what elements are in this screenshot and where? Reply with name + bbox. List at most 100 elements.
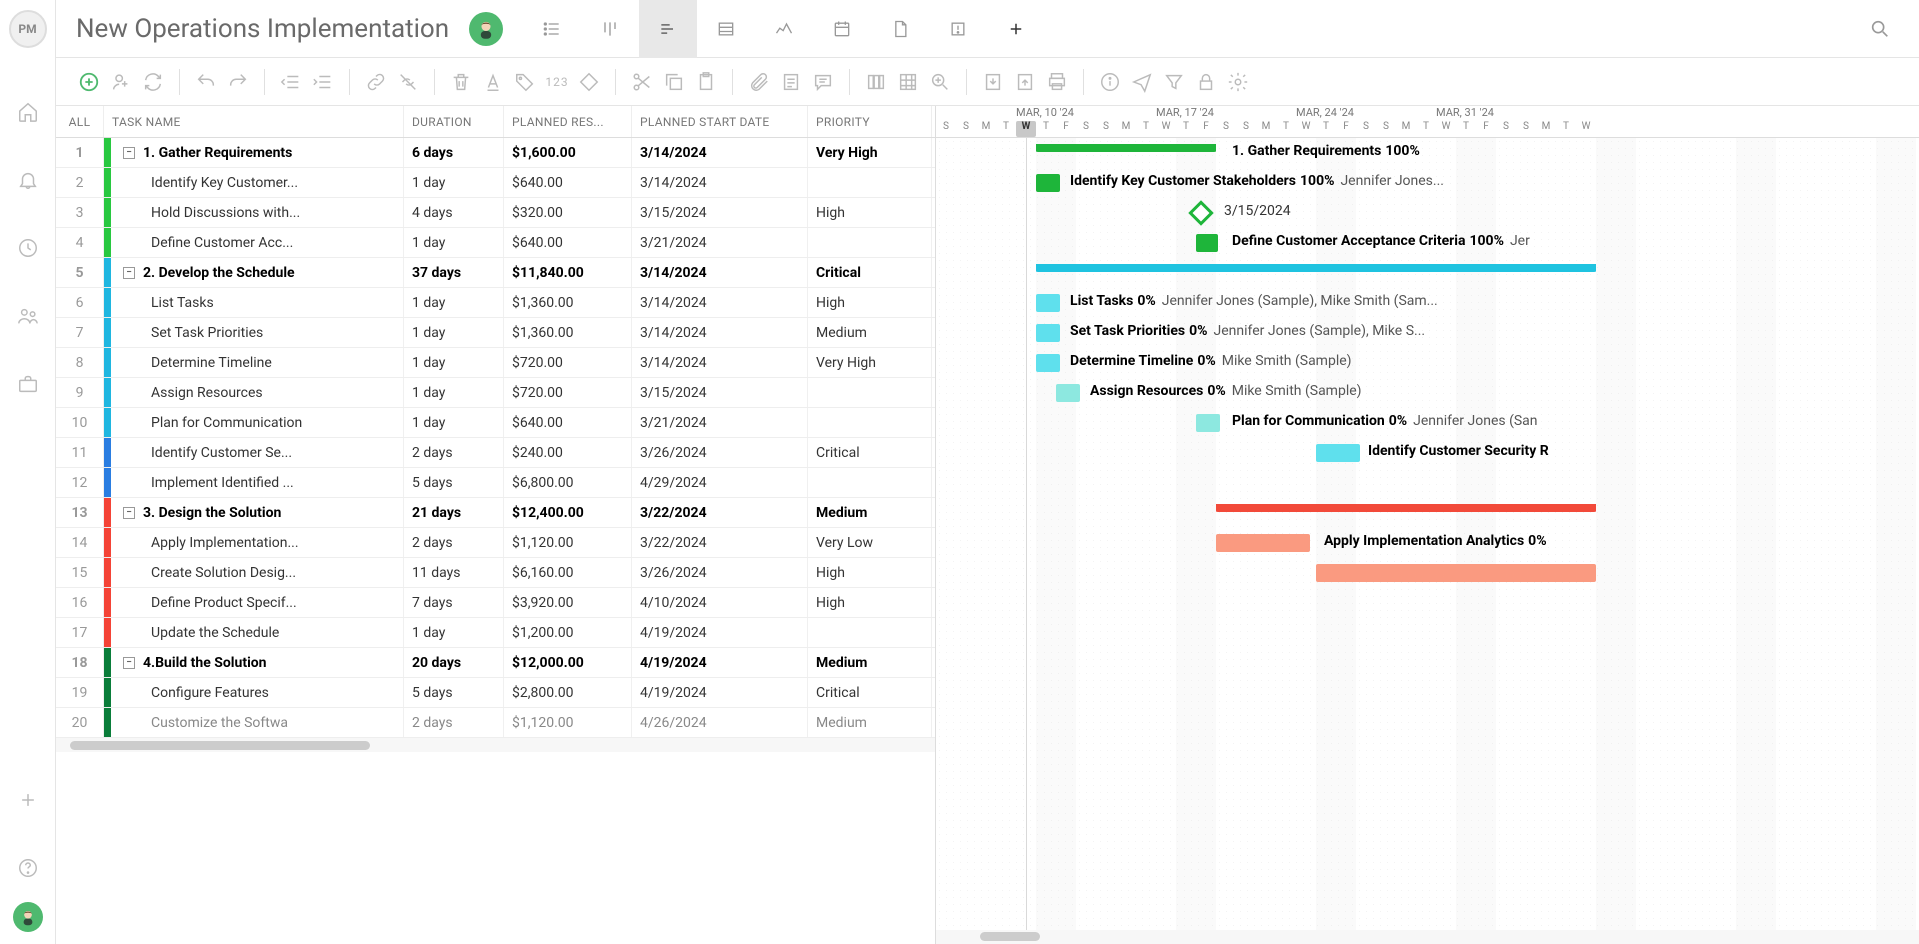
table-row[interactable]: 8Determine Timeline1 day$720.003/14/2024… [56, 348, 935, 378]
col-taskname[interactable]: TASK NAME [104, 106, 404, 137]
bell-icon[interactable] [14, 166, 42, 194]
gantt-row[interactable] [936, 618, 1919, 648]
table-hscroll[interactable] [56, 738, 935, 752]
table-row[interactable]: 14Apply Implementation...2 days$1,120.00… [56, 528, 935, 558]
assign-icon[interactable] [106, 67, 136, 97]
indent-icon[interactable] [308, 67, 338, 97]
text-color-icon[interactable] [478, 67, 508, 97]
table-row[interactable]: 19Configure Features5 days$2,800.004/19/… [56, 678, 935, 708]
paste-icon[interactable] [691, 67, 721, 97]
diamond-icon[interactable] [574, 67, 604, 97]
info-icon[interactable] [1095, 67, 1125, 97]
outdent-icon[interactable] [276, 67, 306, 97]
gantt-bar[interactable] [1316, 444, 1360, 462]
collapse-icon[interactable]: − [123, 507, 135, 519]
table-row[interactable]: 9Assign Resources1 day$720.003/15/2024 [56, 378, 935, 408]
app-logo[interactable]: PM [9, 10, 47, 48]
gantt-bar[interactable] [1036, 324, 1060, 342]
add-nav-icon[interactable] [14, 786, 42, 814]
export-icon[interactable] [1010, 67, 1040, 97]
gantt-bar[interactable] [1196, 414, 1220, 432]
gantt-bar[interactable] [1036, 264, 1596, 272]
attach-icon[interactable] [744, 67, 774, 97]
gantt-row[interactable]: Set Task Priorities0%Jennifer Jones (Sam… [936, 318, 1919, 348]
unlink-icon[interactable] [393, 67, 423, 97]
gantt-row[interactable]: Identify Key Customer Stakeholders100%Je… [936, 168, 1919, 198]
milestone-icon[interactable] [1188, 200, 1213, 225]
refresh-icon[interactable] [138, 67, 168, 97]
search-icon[interactable] [1861, 10, 1899, 48]
table-row[interactable]: 1−1. Gather Requirements6 days$1,600.003… [56, 138, 935, 168]
filter-icon[interactable] [1159, 67, 1189, 97]
note-icon[interactable] [776, 67, 806, 97]
table-row[interactable]: 13−3. Design the Solution21 days$12,400.… [56, 498, 935, 528]
add-task-icon[interactable] [74, 67, 104, 97]
col-start[interactable]: PLANNED START DATE [632, 106, 808, 137]
table-row[interactable]: 5−2. Develop the Schedule37 days$11,840.… [56, 258, 935, 288]
user-avatar-small[interactable] [13, 902, 43, 932]
gantt-row[interactable] [936, 498, 1919, 528]
table-row[interactable]: 17Update the Schedule1 day$1,200.004/19/… [56, 618, 935, 648]
home-icon[interactable] [14, 98, 42, 126]
gantt-row[interactable] [936, 258, 1919, 288]
gantt-bar[interactable] [1036, 174, 1060, 192]
gantt-bar[interactable] [1216, 534, 1310, 552]
settings-icon[interactable] [1223, 67, 1253, 97]
collapse-icon[interactable]: − [123, 267, 135, 279]
gantt-row[interactable] [936, 678, 1919, 708]
view-file-icon[interactable] [871, 0, 929, 58]
gantt-hscroll[interactable] [936, 930, 1919, 944]
gantt-row[interactable] [936, 648, 1919, 678]
delete-icon[interactable] [446, 67, 476, 97]
table-row[interactable]: 20Customize the Softwa2 days$1,120.004/2… [56, 708, 935, 738]
grid-icon[interactable] [893, 67, 923, 97]
gantt-row[interactable]: Define Customer Acceptance Criteria100%J… [936, 228, 1919, 258]
zoom-icon[interactable] [925, 67, 955, 97]
table-row[interactable]: 7Set Task Priorities1 day$1,360.003/14/2… [56, 318, 935, 348]
lock-icon[interactable] [1191, 67, 1221, 97]
gantt-row[interactable]: Identify Customer Security R [936, 438, 1919, 468]
view-sheet-icon[interactable] [697, 0, 755, 58]
team-icon[interactable] [14, 302, 42, 330]
print-icon[interactable] [1042, 67, 1072, 97]
gantt-row[interactable]: 1. Gather Requirements100% [936, 138, 1919, 168]
gantt-row[interactable]: Apply Implementation Analytics0% [936, 528, 1919, 558]
gantt-row[interactable] [936, 558, 1919, 588]
redo-icon[interactable] [223, 67, 253, 97]
gantt-row[interactable] [936, 468, 1919, 498]
table-row[interactable]: 2Identify Key Customer...1 day$640.003/1… [56, 168, 935, 198]
gantt-row[interactable] [936, 588, 1919, 618]
table-row[interactable]: 15Create Solution Desig...11 days$6,160.… [56, 558, 935, 588]
table-row[interactable]: 3Hold Discussions with...4 days$320.003/… [56, 198, 935, 228]
cut-icon[interactable] [627, 67, 657, 97]
view-workload-icon[interactable] [755, 0, 813, 58]
numbering-icon[interactable]: 123 [542, 67, 572, 97]
table-row[interactable]: 16Define Product Specif...7 days$3,920.0… [56, 588, 935, 618]
user-avatar[interactable] [469, 12, 503, 46]
link-icon[interactable] [361, 67, 391, 97]
gantt-bar[interactable] [1216, 504, 1596, 512]
col-priority[interactable]: PRIORITY [808, 106, 932, 137]
help-icon[interactable] [14, 854, 42, 882]
columns-icon[interactable] [861, 67, 891, 97]
col-all[interactable]: ALL [56, 106, 104, 137]
table-row[interactable]: 6List Tasks1 day$1,360.003/14/2024High [56, 288, 935, 318]
gantt-bar[interactable] [1196, 234, 1218, 252]
table-row[interactable]: 18−4.Build the Solution20 days$12,000.00… [56, 648, 935, 678]
gantt-bar[interactable] [1036, 294, 1060, 312]
gantt-bar[interactable] [1316, 564, 1596, 582]
col-resources[interactable]: PLANNED RES... [504, 106, 632, 137]
briefcase-icon[interactable] [14, 370, 42, 398]
table-row[interactable]: 11Identify Customer Se...2 days$240.003/… [56, 438, 935, 468]
view-add-icon[interactable] [987, 0, 1045, 58]
clock-icon[interactable] [14, 234, 42, 262]
view-list-icon[interactable] [523, 0, 581, 58]
copy-icon[interactable] [659, 67, 689, 97]
table-row[interactable]: 12Implement Identified ...5 days$6,800.0… [56, 468, 935, 498]
gantt-row[interactable] [936, 708, 1919, 738]
gantt-bar[interactable] [1036, 354, 1060, 372]
gantt-bar[interactable] [1056, 384, 1080, 402]
view-risk-icon[interactable] [929, 0, 987, 58]
comment-icon[interactable] [808, 67, 838, 97]
gantt-row[interactable]: Assign Resources0%Mike Smith (Sample) [936, 378, 1919, 408]
